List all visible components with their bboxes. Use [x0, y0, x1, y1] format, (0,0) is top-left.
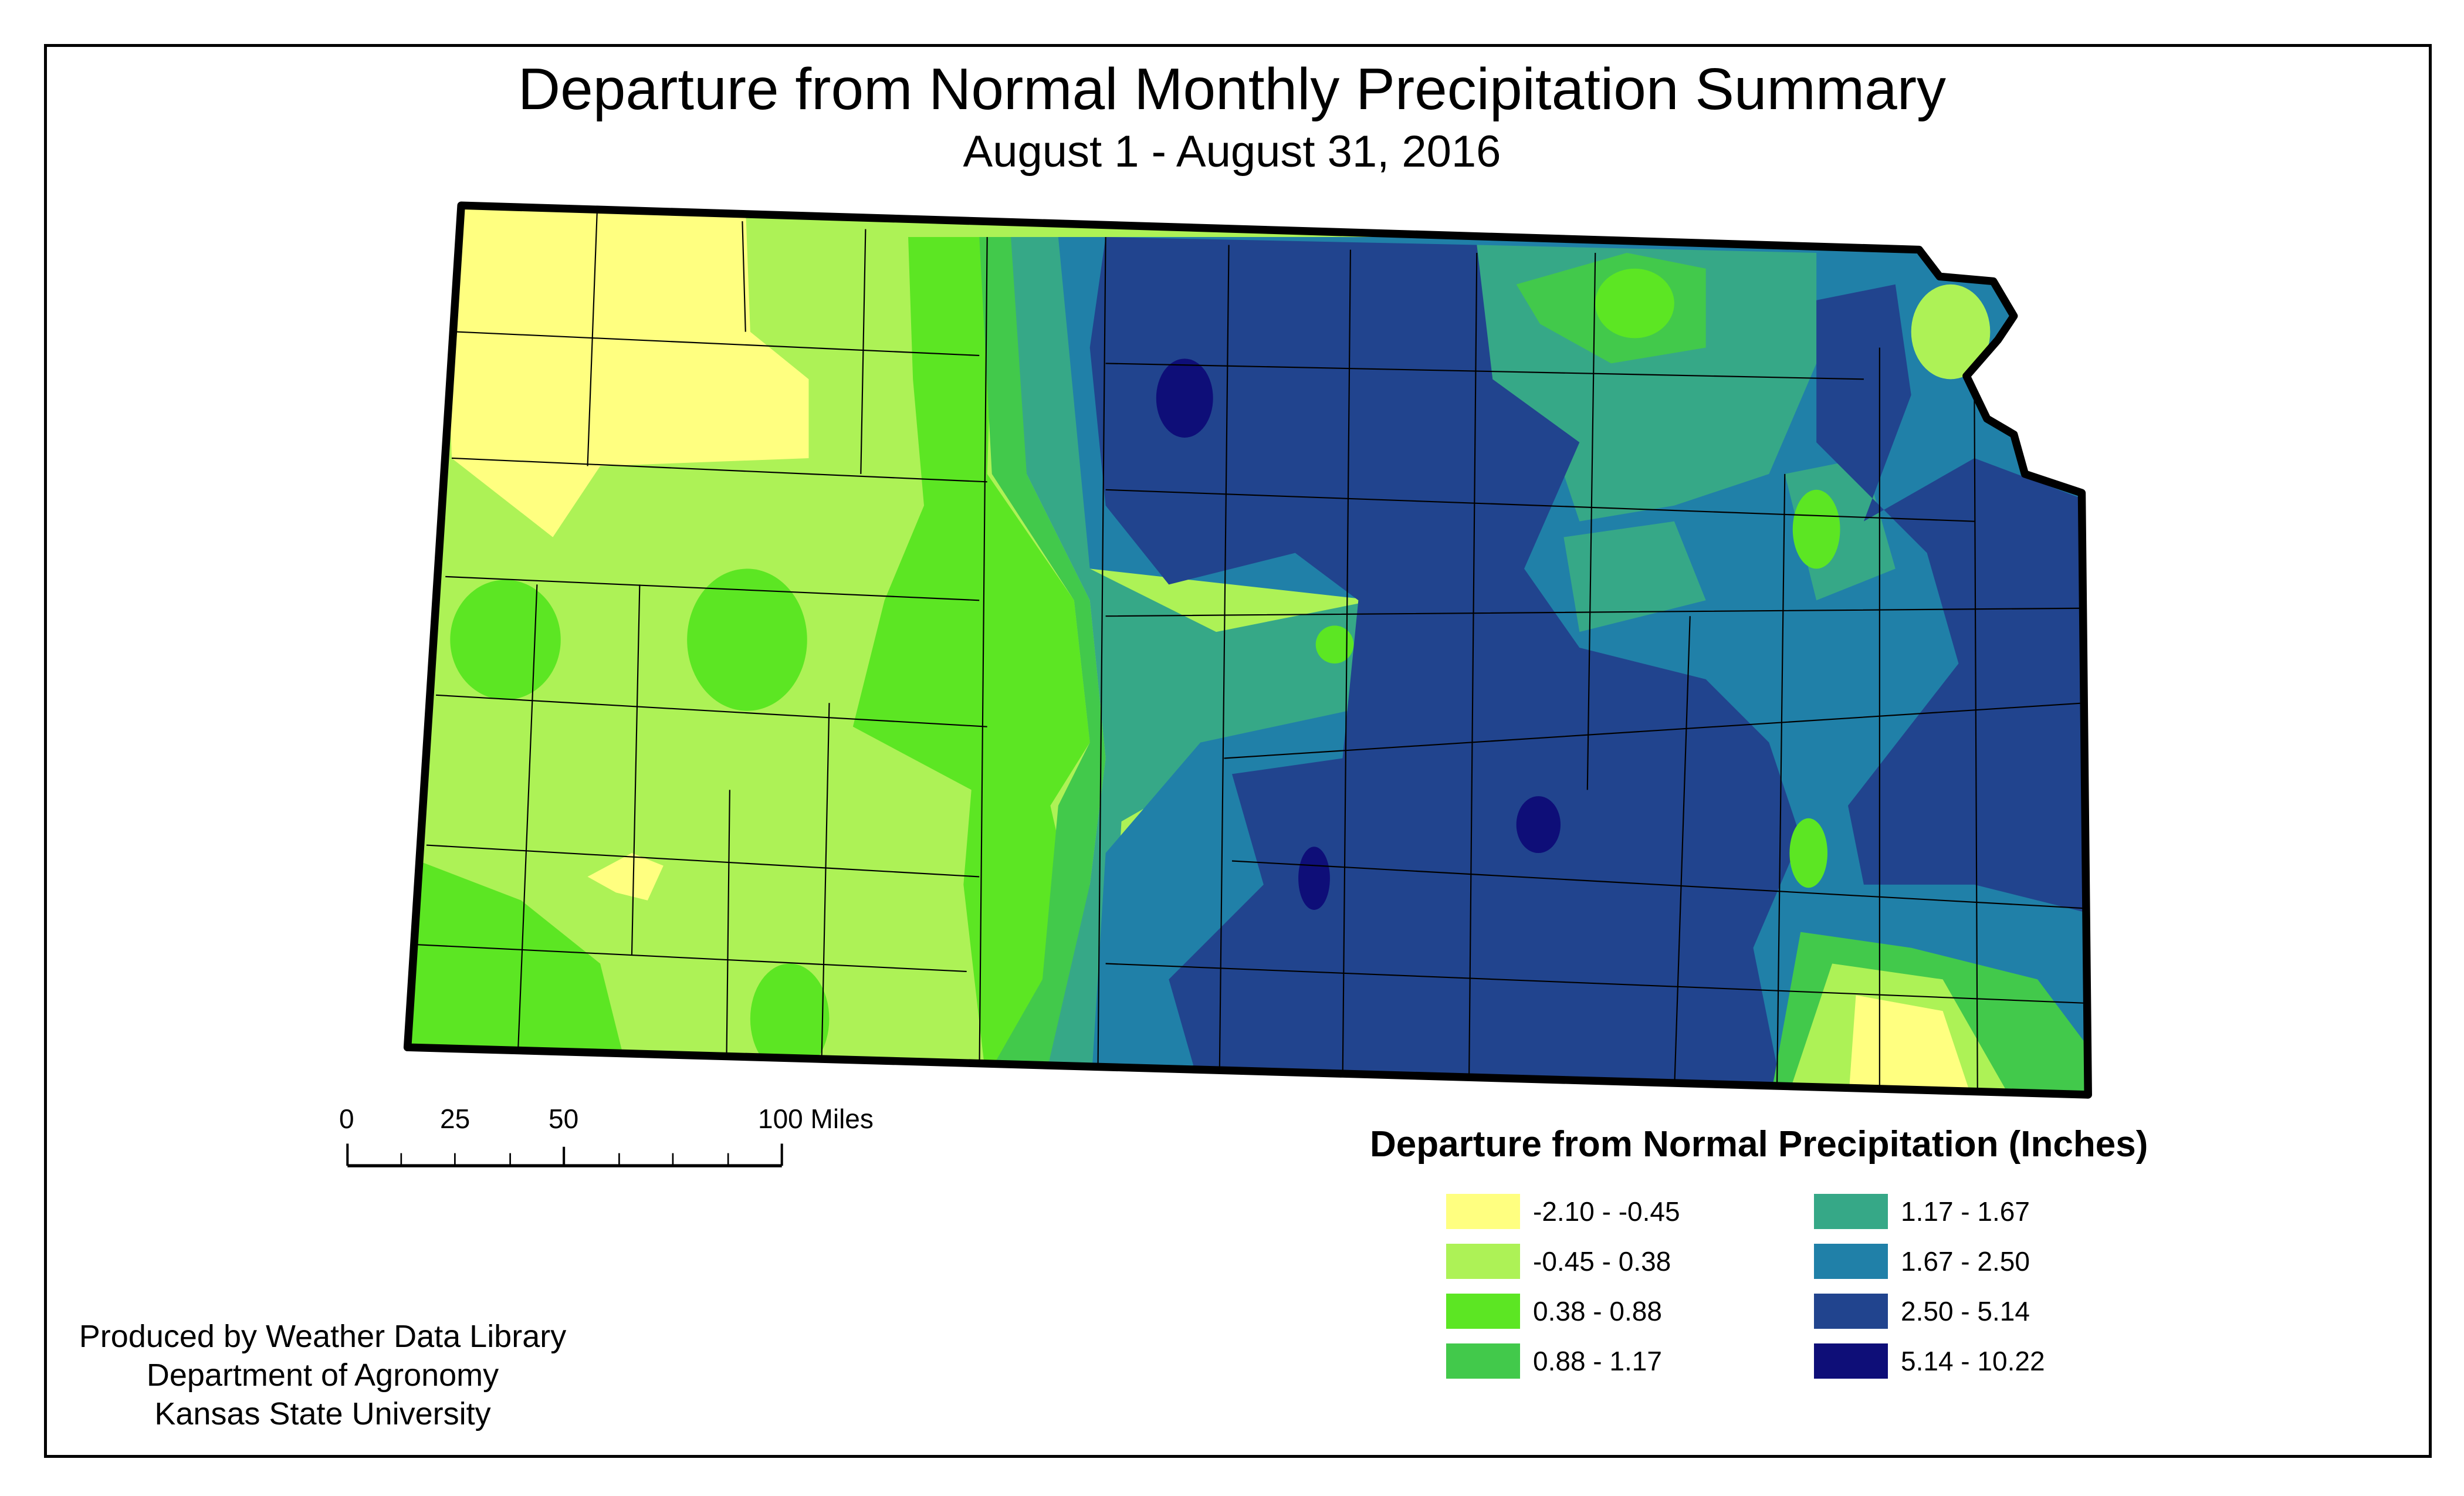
zone-038-088 [750, 963, 830, 1074]
scale-label-100: 100 Miles [758, 1104, 874, 1134]
legend-swatch [1446, 1343, 1520, 1379]
map-subtitle: August 1 - August 31, 2016 [963, 127, 1501, 177]
credit-line: Produced by Weather Data Library [79, 1319, 567, 1354]
legend-label: -0.45 - 0.38 [1533, 1246, 1671, 1277]
zone-038-088 [852, 237, 1090, 1090]
zone-038-088 [1595, 268, 1674, 339]
scale-label-0: 0 [339, 1104, 354, 1134]
legend-label: 1.17 - 1.67 [1901, 1196, 2030, 1227]
legend-swatch [1814, 1343, 1888, 1379]
legend-title: Departure from Normal Precipitation (Inc… [1370, 1124, 2148, 1165]
legend-item: 0.38 - 0.88 [1446, 1294, 1662, 1329]
legend-label: 0.38 - 0.88 [1533, 1296, 1662, 1326]
legend-swatch [1814, 1294, 1888, 1329]
legend-swatch [1814, 1194, 1888, 1229]
legend-label: -2.10 - -0.45 [1533, 1196, 1680, 1227]
legend-swatch [1446, 1294, 1520, 1329]
scale-label-50: 50 [549, 1104, 579, 1134]
legend-label: 1.67 - 2.50 [1901, 1246, 2030, 1277]
legend-swatch [1814, 1244, 1888, 1279]
zone-038-088 [1789, 818, 1827, 888]
zone-250-514 [1816, 284, 2089, 916]
legend-item: 2.50 - 5.14 [1814, 1294, 2030, 1329]
legend-item: 5.14 - 10.22 [1814, 1343, 2045, 1379]
legend-item: 0.88 - 1.17 [1446, 1343, 1662, 1379]
zone-neg210-neg045 [587, 853, 664, 901]
zone-514-1022 [1156, 358, 1213, 438]
zone-038-088 [687, 568, 807, 711]
zone-038-088 [407, 861, 624, 1059]
legend-swatch [1446, 1194, 1520, 1229]
zone-117-167 [1563, 521, 1706, 632]
legend-item: 1.17 - 1.67 [1814, 1194, 2030, 1229]
legend-label: 0.88 - 1.17 [1533, 1346, 1662, 1376]
county-lines [417, 213, 2085, 1094]
credits: Produced by Weather Data Library Departm… [70, 1317, 575, 1433]
credit-line: Department of Agronomy [146, 1358, 499, 1393]
legend-label: 2.50 - 5.14 [1901, 1296, 2030, 1326]
zone-514-1022 [1516, 796, 1561, 854]
legend-swatch [1446, 1244, 1520, 1279]
legend-item: 1.67 - 2.50 [1814, 1244, 2030, 1279]
zone-514-1022 [1298, 847, 1330, 910]
map-frame [44, 44, 2432, 1458]
map-title: Departure from Normal Monthly Precipitat… [517, 56, 1947, 122]
legend-item: -0.45 - 0.38 [1446, 1244, 1671, 1279]
scale-label-25: 25 [440, 1104, 471, 1134]
zone-038-088 [1792, 489, 1840, 569]
zone-250-514 [1089, 237, 1801, 1095]
zone-038-088 [450, 580, 561, 700]
credit-line: Kansas State University [154, 1396, 491, 1431]
zone-038-088 [1315, 625, 1354, 664]
kansas-state-border [403, 201, 2092, 1099]
zone-neg210-neg045 [442, 205, 809, 537]
zone-088-117 [979, 237, 1106, 1090]
zone-neg045-038 [1911, 284, 1991, 380]
scale-bar [346, 1143, 783, 1167]
legend-label: 5.14 - 10.22 [1901, 1346, 2045, 1376]
legend-item: -2.10 - -0.45 [1446, 1194, 1680, 1229]
